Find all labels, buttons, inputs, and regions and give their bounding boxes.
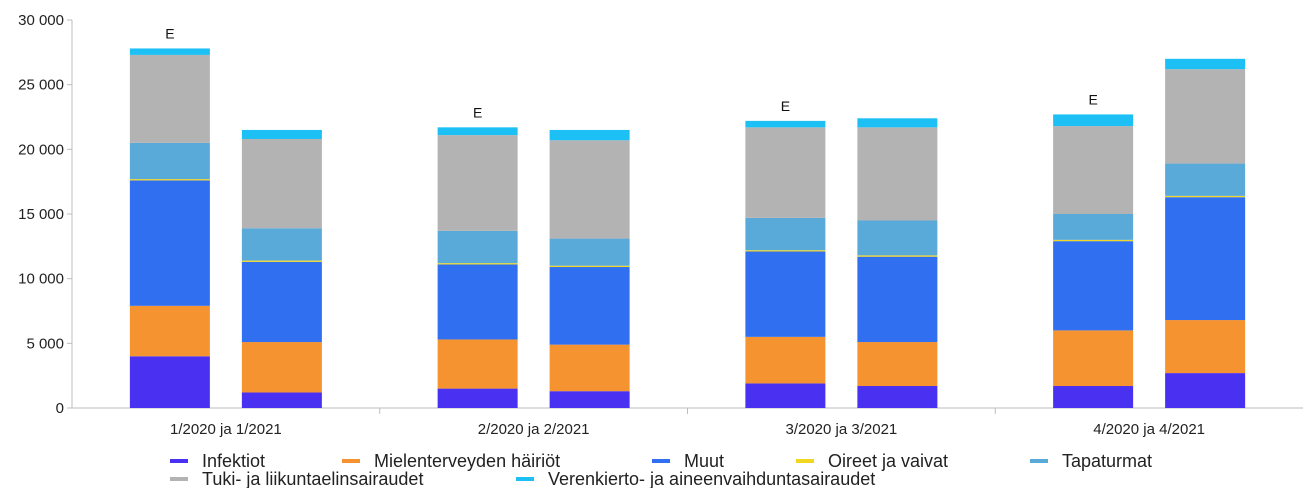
legend-label: Verenkierto- ja aineenvaihduntasairaudet <box>548 469 875 488</box>
bar-segment <box>549 267 630 345</box>
bar-segment <box>241 228 322 261</box>
bar-segment <box>549 265 630 268</box>
bar-segment <box>1053 214 1134 240</box>
bar-segment <box>549 238 630 266</box>
bar-segment <box>241 342 322 393</box>
bar-segment <box>129 356 210 408</box>
bar-segment <box>857 220 938 256</box>
y-tick-label: 10 000 <box>18 271 64 288</box>
estimate-annotation: E <box>165 25 174 41</box>
bar-segment <box>241 261 322 343</box>
bar-segment <box>241 392 322 408</box>
bar-segment <box>437 127 518 136</box>
bar-segment <box>857 256 938 343</box>
estimate-annotation: E <box>473 104 482 120</box>
bar-segment <box>1165 195 1246 198</box>
bar-segment <box>129 48 210 55</box>
y-tick-label: 25 000 <box>18 77 64 94</box>
bar-segment <box>437 135 518 231</box>
bar-segment <box>857 342 938 387</box>
bar-segment <box>745 217 826 251</box>
bar-segment <box>1165 197 1246 321</box>
bar-segment <box>1053 239 1134 242</box>
x-category-label: 4/2020 ja 4/2021 <box>1093 421 1205 438</box>
legend-label: Muut <box>684 451 724 471</box>
legend-label: Mielenterveyden häiriöt <box>374 451 560 471</box>
bar-segment <box>241 138 322 229</box>
bar-segment <box>745 250 826 252</box>
bar-segment <box>549 129 630 141</box>
bar-segment <box>1053 241 1134 331</box>
estimate-annotation: E <box>781 98 790 114</box>
bar-segment <box>1165 58 1246 70</box>
bar-segment <box>549 391 630 408</box>
bar-segment <box>1053 330 1134 387</box>
x-category-label: 3/2020 ja 3/2021 <box>785 421 897 438</box>
bar-segment <box>857 386 938 408</box>
bar-segment <box>437 230 518 264</box>
bar-segment <box>437 264 518 340</box>
bar-segment <box>437 263 518 265</box>
bar-segment <box>1053 386 1134 408</box>
bar-segment <box>1053 126 1134 214</box>
bar-segment <box>437 388 518 408</box>
bar-segment <box>745 127 826 218</box>
bar-segment <box>745 120 826 128</box>
y-tick-label: 20 000 <box>18 141 64 158</box>
estimate-annotation: E <box>1088 91 1097 107</box>
legend-label: Tapaturmat <box>1062 451 1152 471</box>
y-tick-label: 30 000 <box>18 12 64 29</box>
y-tick-label: 15 000 <box>18 206 64 223</box>
bar-segment <box>129 54 210 143</box>
bar-segment <box>1165 69 1246 164</box>
bar-segment <box>745 336 826 384</box>
bar-segment <box>745 251 826 337</box>
bar-segment <box>129 142 210 180</box>
bar-segment <box>549 344 630 392</box>
bar-segment <box>1165 320 1246 374</box>
bar-segment <box>549 140 630 239</box>
bar-segment <box>1053 114 1134 127</box>
bar-segment <box>1165 163 1246 196</box>
bar-segment <box>129 179 210 181</box>
bar-segment <box>857 255 938 257</box>
legend-label: Oireet ja vaivat <box>828 451 948 471</box>
x-category-label: 2/2020 ja 2/2021 <box>478 421 590 438</box>
bar-segment <box>129 180 210 306</box>
bar-segment <box>857 127 938 221</box>
bar-segment <box>857 118 938 128</box>
y-tick-label: 0 <box>56 400 64 417</box>
bar-segment <box>1165 373 1246 408</box>
bar-segment <box>129 305 210 357</box>
bar-segment <box>745 383 826 408</box>
legend-label: Infektiot <box>202 451 265 471</box>
bar-segment <box>241 260 322 262</box>
bar-segment <box>241 129 322 139</box>
y-tick-label: 5 000 <box>26 335 64 352</box>
bar-segment <box>437 339 518 389</box>
legend-label: Tuki- ja liikuntaelinsairaudet <box>202 469 423 488</box>
x-category-label: 1/2020 ja 1/2021 <box>170 421 282 438</box>
